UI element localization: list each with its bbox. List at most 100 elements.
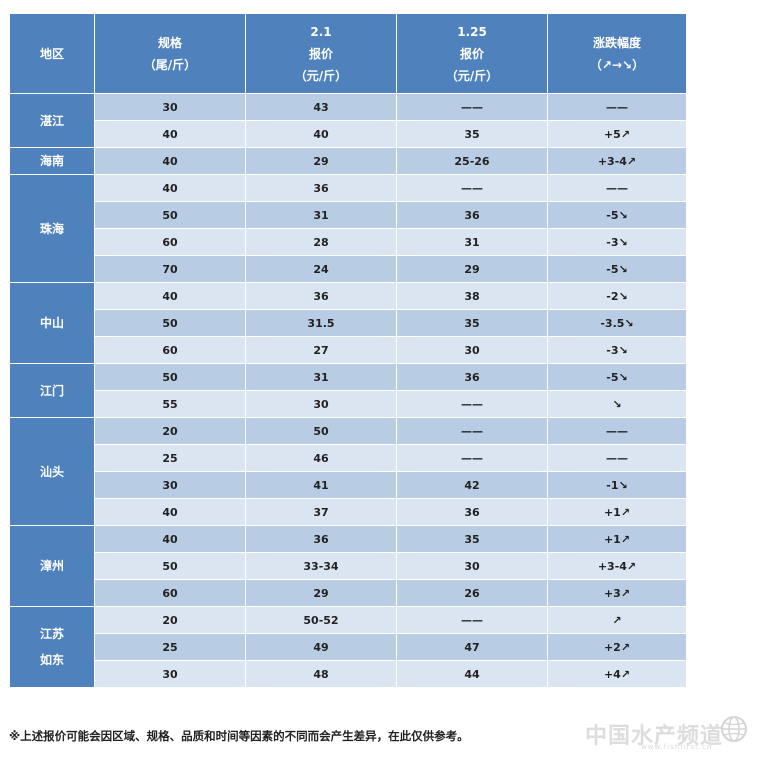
table-row: 30 48 44 +4↗ — [10, 660, 687, 688]
table-row: 70 24 29 -5↘ — [10, 255, 687, 283]
price-date2-cell: 38 — [396, 282, 548, 310]
region-label: 如东 — [39, 653, 64, 667]
price-date2-cell: 35 — [396, 120, 548, 148]
spec-cell: 25 — [94, 633, 246, 661]
spec-cell: 20 — [94, 606, 246, 634]
price-date2-cell: —— — [396, 390, 548, 418]
change-cell: +4↗ — [547, 660, 687, 688]
table-row: 50 31 36 -5↘ — [10, 201, 687, 229]
price-date1-cell: 31 — [245, 363, 397, 391]
change-cell: -5↘ — [547, 255, 687, 283]
change-cell: -5↘ — [547, 363, 687, 391]
change-cell: —— — [547, 93, 687, 121]
price-date1-cell: 36 — [245, 282, 397, 310]
region-cell: 中山 — [9, 282, 95, 364]
table-row: 中山 40 36 38 -2↘ — [9, 282, 687, 364]
price-date1-cell: 49 — [245, 633, 397, 661]
table-row: 汕头 20 50 —— —— — [9, 417, 687, 526]
spec-cell: 60 — [94, 579, 246, 607]
price-date2-cell: 44 — [396, 660, 548, 688]
spec-cell: 30 — [94, 93, 246, 121]
change-cell: -1↘ — [547, 471, 687, 499]
price-date2-cell: 31 — [396, 228, 548, 256]
spec-cell: 40 — [94, 282, 246, 310]
price-date1-cell: 50 — [245, 417, 397, 445]
price-date1-cell: 36 — [245, 525, 397, 553]
price-table: 地区 规格 （尾/斤） 2.1 报价 （元/斤） 1.25 报价 （元/斤） 涨… — [9, 13, 687, 688]
price-date2-cell: 36 — [396, 201, 548, 229]
price-date2-cell: 35 — [396, 525, 548, 553]
price-date1-cell: 40 — [245, 120, 397, 148]
price-date2-cell: 26 — [396, 579, 548, 607]
price-date1-cell: 46 — [245, 444, 397, 472]
table-row: 50 31.5 35 -3.5↘ — [10, 309, 687, 337]
region-cell: 湛江 — [9, 93, 95, 148]
price-date1-cell: 33-34 — [245, 552, 397, 580]
header-price-date2: 1.25 报价 （元/斤） — [396, 13, 548, 94]
watermark-logo: 中国水产频道 www.fishfirst.cn — [585, 714, 757, 754]
table-row: 40 37 36 +1↗ — [10, 498, 687, 526]
change-cell: ↘ — [547, 390, 687, 418]
change-cell: +3↗ — [547, 579, 687, 607]
price-date1-cell: 24 — [245, 255, 397, 283]
price-date2-cell: 30 — [396, 552, 548, 580]
header-change: 涨跌幅度 （↗→↘） — [547, 13, 687, 94]
change-cell: ↗ — [547, 606, 687, 634]
globe-icon — [721, 716, 747, 742]
header-row: 地区 规格 （尾/斤） 2.1 报价 （元/斤） 1.25 报价 （元/斤） 涨… — [9, 13, 687, 94]
price-date2-cell: —— — [396, 93, 548, 121]
spec-cell: 50 — [94, 552, 246, 580]
price-date2-cell: 36 — [396, 498, 548, 526]
header-price-date1: 2.1 报价 （元/斤） — [245, 13, 397, 94]
price-date2-cell: 36 — [396, 363, 548, 391]
price-date1-cell: 37 — [245, 498, 397, 526]
change-cell: +5↗ — [547, 120, 687, 148]
region-label: 珠海 — [39, 221, 64, 236]
change-cell: +2↗ — [547, 633, 687, 661]
change-cell: +1↗ — [547, 498, 687, 526]
table-row: 25 49 47 +2↗ — [10, 633, 687, 661]
spec-cell: 20 — [94, 417, 246, 445]
price-date2-cell: —— — [396, 417, 548, 445]
spec-cell: 50 — [94, 201, 246, 229]
region-label: 江苏 — [39, 627, 64, 641]
price-date1-cell: 48 — [245, 660, 397, 688]
change-cell: —— — [547, 174, 687, 202]
watermark-url: www.fishfirst.cn — [641, 743, 713, 751]
region-label: 湛江 — [39, 113, 64, 128]
change-cell: —— — [547, 444, 687, 472]
header-spec: 规格 （尾/斤） — [94, 13, 246, 94]
spec-cell: 50 — [94, 309, 246, 337]
spec-cell: 30 — [94, 660, 246, 688]
table-header: 地区 规格 （尾/斤） 2.1 报价 （元/斤） 1.25 报价 （元/斤） 涨… — [9, 13, 687, 94]
change-cell: —— — [547, 417, 687, 445]
change-cell: -5↘ — [547, 201, 687, 229]
region-label: 海南 — [39, 154, 64, 168]
table-row: 海南 40 29 25-26 +3-4↗ — [9, 147, 687, 175]
price-date2-cell: 47 — [396, 633, 548, 661]
change-cell: +3-4↗ — [547, 552, 687, 580]
table-row: 漳州 40 36 35 +1↗ — [9, 525, 687, 607]
change-cell: -3↘ — [547, 228, 687, 256]
price-date2-cell: 30 — [396, 336, 548, 364]
price-date2-cell: 29 — [396, 255, 548, 283]
table-row: 珠海 40 36 —— —— — [9, 174, 687, 283]
change-cell: -2↘ — [547, 282, 687, 310]
price-date2-cell: 35 — [396, 309, 548, 337]
spec-cell: 40 — [94, 147, 246, 175]
price-date1-cell: 29 — [245, 579, 397, 607]
spec-cell: 40 — [94, 174, 246, 202]
price-date1-cell: 28 — [245, 228, 397, 256]
price-date1-cell: 31.5 — [245, 309, 397, 337]
table-row: 60 28 31 -3↘ — [10, 228, 687, 256]
region-cell: 汕头 — [9, 417, 95, 526]
price-date1-cell: 43 — [245, 93, 397, 121]
region-label: 漳州 — [39, 559, 64, 573]
spec-cell: 70 — [94, 255, 246, 283]
change-cell: +3-4↗ — [547, 147, 687, 175]
spec-cell: 40 — [94, 498, 246, 526]
spec-cell: 60 — [94, 228, 246, 256]
table-row: 30 41 42 -1↘ — [10, 471, 687, 499]
spec-cell: 55 — [94, 390, 246, 418]
table-row: 25 46 —— —— — [10, 444, 687, 472]
